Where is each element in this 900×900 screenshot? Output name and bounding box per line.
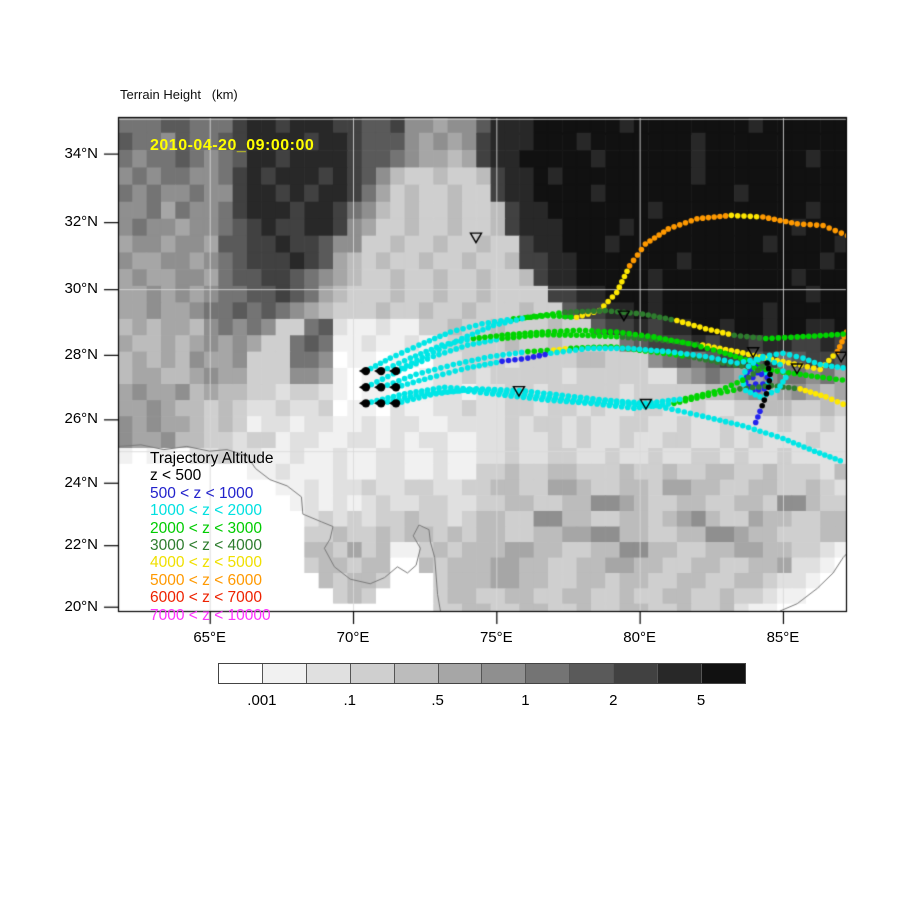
colorbar-cell <box>570 664 615 683</box>
lat-tick-label: 20°N <box>64 597 98 615</box>
lat-tick-label: 32°N <box>64 213 98 231</box>
lon-tick-label: 75°E <box>479 629 513 646</box>
legend-entry: z < 500 <box>150 467 202 485</box>
colorbar-tick-label: .001 <box>247 692 277 709</box>
lon-tick-label: 70°E <box>336 629 370 646</box>
colorbar-cell <box>306 664 351 683</box>
colorbar-tick-label: 1 <box>521 692 530 709</box>
legend-entry: 6000 < z < 7000 <box>150 589 263 607</box>
colorbar-tick-label: .5 <box>431 692 444 709</box>
colorbar-cell <box>482 664 527 683</box>
legend-entry: 3000 < z < 4000 <box>150 537 263 555</box>
lon-tick-label: 85°E <box>766 629 800 646</box>
colorbar-cell <box>438 664 483 683</box>
colorbar-cell <box>219 664 263 683</box>
legend-entry: 5000 < z < 6000 <box>150 571 263 589</box>
colorbar-tick-label: 2 <box>609 692 618 709</box>
colorbar-cell <box>262 664 307 683</box>
legend-title: Trajectory Altitude <box>150 450 274 467</box>
legend-entry: 500 < z < 1000 <box>150 484 254 502</box>
colorbar-tick-label: 5 <box>696 692 706 709</box>
terrain-colorbar <box>218 663 746 684</box>
legend-entry: 7000 < z < 10000 <box>150 606 271 624</box>
legend-entry: 2000 < z < 3000 <box>150 519 263 537</box>
legend-entry: 4000 < z < 5000 <box>150 554 263 572</box>
colorbar-cell <box>658 664 702 683</box>
figure-title: Terrain Height (km) <box>120 87 238 102</box>
colorbar-cell <box>701 664 745 683</box>
colorbar-cell <box>350 664 395 683</box>
lon-tick-label: 65°E <box>193 629 227 646</box>
lat-tick-label: 22°N <box>64 536 98 554</box>
lat-tick-label: 30°N <box>64 280 98 298</box>
colorbar-cell <box>394 664 439 683</box>
lat-tick-label: 34°N <box>64 144 98 162</box>
timestamp-label: 2010-04-20_09:00:00 <box>150 137 315 154</box>
trajectory-altitude-legend: Trajectory Altitude z < 500 500 < z < 100… <box>150 450 273 624</box>
lon-tick-label: 80°E <box>623 629 656 646</box>
colorbar-cell <box>526 664 571 683</box>
legend-entry: 1000 < z < 2000 <box>150 502 263 520</box>
lat-tick-label: 24°N <box>64 473 98 491</box>
colorbar-cell <box>614 664 659 683</box>
colorbar-tick-label: .1 <box>343 692 357 709</box>
lat-tick-label: 26°N <box>64 410 98 428</box>
lat-tick-label: 28°N <box>64 345 98 363</box>
